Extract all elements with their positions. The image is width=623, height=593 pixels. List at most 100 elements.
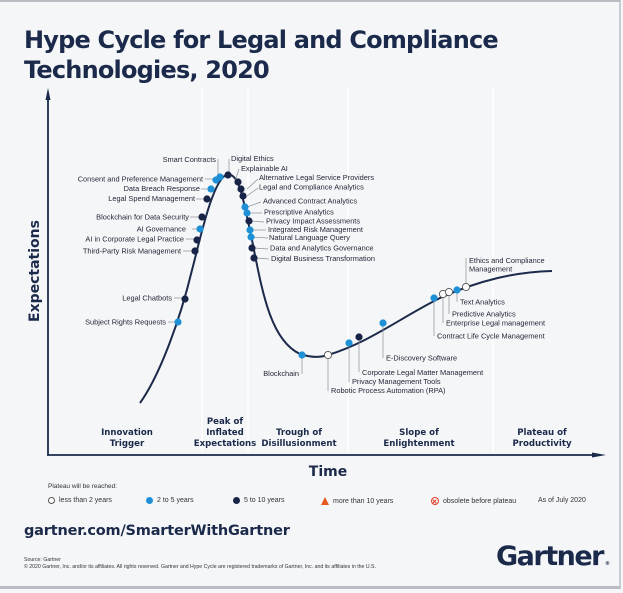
marker-smart-contracts[interactable]: [216, 173, 224, 181]
marker-blockchain[interactable]: [298, 351, 306, 359]
y-axis-title: Expectations: [27, 220, 43, 322]
footer-url[interactable]: gartner.com/SmarterWithGartner: [24, 523, 290, 539]
marker-privacy-management-tools[interactable]: [345, 339, 353, 347]
as-of-text: As of July 2020: [538, 497, 586, 504]
light-blue-circle-icon: [146, 497, 153, 504]
label-ai-governance: AI Governance: [137, 225, 186, 234]
legend-label: obsolete before plateau: [443, 497, 517, 505]
label-ai-in-corporate-legal-practice: AI in Corporate Legal Practice: [85, 235, 184, 244]
hype-curve: [139, 173, 553, 404]
phase-peak-2: Inflated: [206, 428, 244, 438]
phase-innovation-trigger-2: Trigger: [110, 439, 145, 449]
navy-circle-icon: [233, 497, 240, 504]
marker-legal-and-compliance-analytics[interactable]: [239, 192, 247, 200]
label-legal-spend-management: Legal Spend Management: [108, 194, 195, 203]
marker-natural-language-query[interactable]: [247, 233, 255, 241]
label-digital-business-transformation: Digital Business Transformation: [271, 254, 375, 263]
logo-text: Gartner: [496, 541, 604, 572]
legend-item-5-to-10: 5 to 10 years: [233, 497, 284, 504]
label-advanced-contract-analytics: Advanced Contract Analytics: [263, 197, 357, 206]
marker-ai-in-corporate-legal-practice[interactable]: [193, 236, 201, 244]
label-robotic-process-automation: Robotic Process Automation (RPA): [331, 386, 445, 395]
phase-innovation-trigger-1: Innovation: [101, 428, 153, 438]
phase-dividers: [201, 88, 494, 452]
legend-label: less than 2 years: [59, 497, 112, 504]
label-legal-chatbots: Legal Chatbots: [122, 294, 172, 303]
marker-digital-ethics[interactable]: [224, 171, 232, 179]
marker-third-party-risk-management[interactable]: [191, 247, 199, 255]
label-privacy-impact-assessments: Privacy Impact Assessments: [266, 217, 360, 226]
marker-prescriptive-analytics[interactable]: [243, 209, 251, 217]
source-line: Source: Gartner: [24, 557, 61, 563]
chart-title: Hype Cycle for Legal and Compliance Tech…: [24, 25, 544, 85]
as-of-date: As of July 2020: [538, 497, 586, 504]
legend-label: 2 to 5 years: [157, 497, 194, 504]
white-circle-icon: [48, 497, 55, 504]
gartner-logo: Gartner ®: [496, 541, 610, 572]
technology-labels: Subject Rights Requests Legal Chatbots T…: [78, 154, 545, 395]
obsolete-crossed-circle-icon: [431, 497, 439, 505]
marker-advanced-contract-analytics[interactable]: [241, 203, 249, 211]
legend: Plateau will be reached: less than 2 yea…: [48, 483, 608, 505]
label-text-analytics: Text Analytics: [460, 298, 505, 307]
marker-data-breach-response[interactable]: [207, 185, 215, 193]
registered-mark: ®: [604, 561, 610, 567]
label-third-party-risk-management: Third-Party Risk Management: [83, 247, 181, 256]
marker-text-analytics[interactable]: [453, 286, 461, 294]
label-legal-and-compliance-analytics: Legal and Compliance Analytics: [259, 183, 364, 192]
marker-contract-life-cycle-management[interactable]: [430, 294, 438, 302]
legend-item-2-to-5: 2 to 5 years: [146, 497, 194, 504]
label-digital-ethics: Digital Ethics: [231, 154, 274, 163]
marker-alternative-legal-service-providers[interactable]: [237, 185, 245, 193]
label-blockchain: Blockchain: [263, 369, 299, 378]
marker-legal-spend-management[interactable]: [203, 195, 211, 203]
x-axis-title: Time: [309, 464, 347, 480]
phase-peak-3: Expectations: [194, 439, 257, 449]
label-enterprise-legal-management: Enterprise Legal management: [446, 319, 545, 328]
label-e-discovery-software: E-Discovery Software: [386, 354, 457, 363]
legend-item-less-than-2: less than 2 years: [48, 497, 112, 504]
marker-robotic-process-automation[interactable]: [323, 350, 333, 360]
legend-item-more-than-10: more than 10 years: [321, 497, 393, 505]
phase-slope-2: Enlightenment: [383, 439, 454, 449]
phase-slope-1: Slope of: [399, 428, 439, 438]
label-alternative-legal-service-providers: Alternative Legal Service Providers: [259, 173, 374, 182]
title-line-2: Technologies, 2020: [24, 56, 270, 84]
marker-digital-business-transformation[interactable]: [250, 254, 258, 262]
legend-heading: Plateau will be reached:: [48, 483, 118, 490]
phase-trough-1: Trough of: [276, 428, 322, 438]
marker-e-discovery-software[interactable]: [379, 319, 387, 327]
marker-data-and-analytics-governance[interactable]: [248, 244, 256, 252]
marker-legal-chatbots[interactable]: [181, 295, 189, 303]
label-explainable-ai: Explainable AI: [241, 164, 288, 173]
legend-item-obsolete: obsolete before plateau: [431, 497, 516, 505]
marker-ai-governance[interactable]: [196, 225, 204, 233]
title-line-1: Hype Cycle for Legal and Compliance: [24, 26, 499, 54]
phase-labels: Innovation Trigger Peak of Inflated Expe…: [101, 417, 572, 449]
label-ethics-and-compliance-management-2: Management: [469, 265, 512, 274]
marker-predictive-analytics[interactable]: [444, 287, 454, 297]
axes: [45, 88, 606, 458]
marker-explainable-ai[interactable]: [234, 178, 242, 186]
marker-blockchain-for-data-security[interactable]: [198, 213, 206, 221]
label-integrated-risk-management: Integrated Risk Management: [268, 225, 363, 234]
x-axis-arrow-icon: [592, 452, 606, 458]
label-prescriptive-analytics: Prescriptive Analytics: [264, 208, 334, 217]
label-natural-language-query: Natural Language Query: [269, 233, 350, 242]
technology-markers: [174, 171, 471, 360]
marker-corporate-legal-matter-management[interactable]: [355, 333, 363, 341]
marker-privacy-impact-assessments[interactable]: [245, 217, 253, 225]
marker-integrated-risk-management[interactable]: [246, 226, 254, 234]
phase-trough-2: Disillusionment: [261, 439, 336, 449]
label-smart-contracts: Smart Contracts: [163, 155, 217, 164]
hype-cycle-chart: Expectations Time: [27, 88, 606, 480]
label-data-and-analytics-governance: Data and Analytics Governance: [270, 244, 374, 253]
legend-label: 5 to 10 years: [244, 497, 285, 504]
source-note: Source: Gartner © 2020 Gartner, Inc. and…: [24, 557, 376, 571]
marker-subject-rights-requests[interactable]: [174, 318, 182, 326]
phase-plateau-2: Productivity: [512, 439, 572, 449]
legend-row: less than 2 years 2 to 5 years 5 to 10 y…: [48, 497, 608, 509]
marker-ethics-and-compliance-management[interactable]: [461, 282, 471, 292]
label-subject-rights-requests: Subject Rights Requests: [85, 318, 166, 327]
y-axis-arrow-icon: [45, 88, 51, 100]
